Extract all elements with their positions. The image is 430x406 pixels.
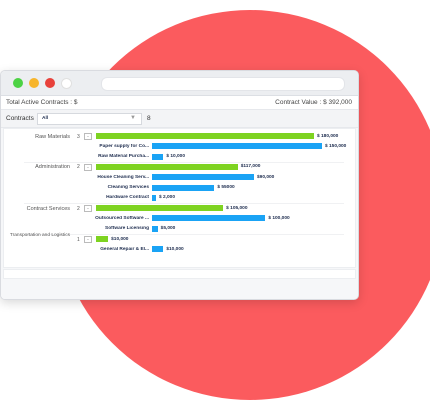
contract-bar[interactable] xyxy=(152,174,254,181)
category-total-value: $117,000 xyxy=(240,164,261,170)
category-count: 1 xyxy=(77,236,80,243)
contract-bar[interactable] xyxy=(152,215,266,222)
contracts-select[interactable]: All ▼ xyxy=(37,113,142,125)
collapse-toggle-icon[interactable]: − xyxy=(84,205,92,213)
contract-row-label[interactable]: Raw Material Purcha... xyxy=(98,154,149,160)
contract-value: $ 55000 xyxy=(217,185,235,190)
category-label: Transportation and Logistics xyxy=(9,233,70,238)
category-count: 3 xyxy=(77,133,80,140)
contract-row-label[interactable]: Paper supply for Co... xyxy=(99,143,149,149)
filter-bar: Contracts All ▼ 8 xyxy=(1,110,358,128)
category-label: Contract Services xyxy=(26,205,70,212)
category-count: 2 xyxy=(77,164,80,171)
chart-footer xyxy=(3,269,356,279)
category-total-value: $10,000 xyxy=(111,236,129,242)
contract-value: $ 2,000 xyxy=(159,195,176,201)
category-divider xyxy=(24,234,344,235)
summary-bar: Total Active Contracts : $ Contract Valu… xyxy=(1,96,358,110)
collapse-toggle-icon[interactable]: − xyxy=(84,236,92,243)
window-titlebar xyxy=(1,71,358,96)
category-label: Raw Materials xyxy=(35,133,70,140)
collapse-toggle-icon[interactable]: − xyxy=(84,163,92,171)
window-yellow-dot-icon[interactable] xyxy=(29,78,39,88)
total-active-contracts: Total Active Contracts : $ xyxy=(6,99,78,106)
window-green-dot-icon[interactable] xyxy=(13,78,23,88)
contract-row-label[interactable]: House Cleaning Serv... xyxy=(97,174,149,180)
contract-row-label[interactable]: Outsourced Software ... xyxy=(95,215,149,221)
contract-row-label[interactable]: General Repair & El... xyxy=(100,246,149,252)
address-bar[interactable] xyxy=(101,77,345,91)
contract-bar[interactable] xyxy=(152,184,215,191)
collapse-toggle-icon[interactable]: − xyxy=(84,133,92,140)
contract-bar[interactable] xyxy=(152,153,164,160)
category-total-bar[interactable] xyxy=(96,236,109,242)
category-total-bar[interactable] xyxy=(96,205,224,212)
window-red-dot-icon[interactable] xyxy=(45,78,55,88)
contract-value: Contract Value : $ 392,000 xyxy=(275,99,352,106)
category-total-value: $ 105,000 xyxy=(226,205,248,211)
contract-value: $ 100,000 xyxy=(268,215,290,221)
category-total-value: $ 180,000 xyxy=(317,133,339,139)
window-white-dot-icon xyxy=(61,78,72,89)
contract-value: $10,000 xyxy=(166,246,184,252)
contract-bar[interactable] xyxy=(152,225,158,232)
contract-value: $5,000 xyxy=(160,226,176,232)
contracts-count: 8 xyxy=(147,115,151,122)
contract-bar[interactable] xyxy=(152,194,156,201)
contracts-filter-label: Contracts xyxy=(6,115,34,122)
contract-bar[interactable] xyxy=(152,143,322,150)
browser-window: Total Active Contracts : $ Contract Valu… xyxy=(0,70,359,300)
app-content: Total Active Contracts : $ Contract Valu… xyxy=(1,96,358,299)
category-count: 2 xyxy=(77,205,80,212)
category-label: Administration xyxy=(35,164,70,171)
contract-value: $ 10,000 xyxy=(166,154,186,160)
contracts-bar-chart: $ 180,000 Paper supply for Co... $ 150,000… xyxy=(3,128,356,268)
contract-row-label[interactable]: Software Licensing xyxy=(105,226,149,232)
contracts-select-value: All xyxy=(42,116,49,121)
contract-value: $90,000 xyxy=(257,174,275,180)
category-total-bar[interactable] xyxy=(96,163,238,170)
contract-row-label[interactable]: Cleaning Services xyxy=(107,185,149,190)
contract-value: $ 150,000 xyxy=(325,143,347,149)
filter-funnel-icon[interactable]: ▼ xyxy=(130,115,136,121)
contract-bar[interactable] xyxy=(152,246,164,253)
category-divider xyxy=(24,203,344,205)
category-divider xyxy=(24,161,344,163)
contract-row-label[interactable]: Hardware Contract xyxy=(106,195,149,201)
category-total-bar[interactable] xyxy=(96,133,314,139)
